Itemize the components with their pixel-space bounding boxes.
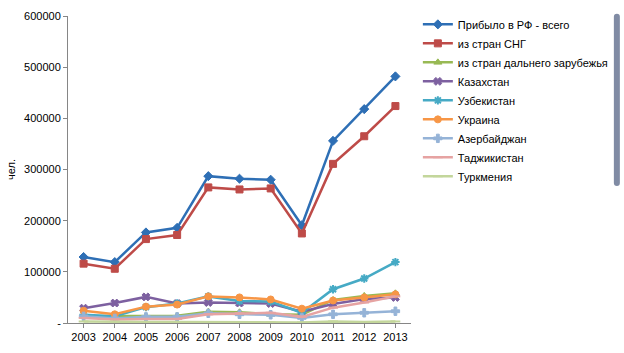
svg-text:600000: 600000	[24, 10, 61, 22]
svg-text:300000: 300000	[24, 163, 61, 175]
svg-text:чел.: чел.	[5, 159, 17, 180]
svg-text:2012: 2012	[352, 331, 376, 343]
svg-text:Украина: Украина	[458, 114, 501, 126]
svg-text:Таджикистан: Таджикистан	[458, 152, 524, 164]
svg-text:400000: 400000	[24, 112, 61, 124]
svg-text:2013: 2013	[383, 331, 407, 343]
svg-text:2006: 2006	[165, 331, 189, 343]
svg-text:Туркмения: Туркмения	[458, 171, 512, 183]
svg-text:2004: 2004	[103, 331, 127, 343]
svg-text:2007: 2007	[196, 331, 220, 343]
svg-text:500000: 500000	[24, 61, 61, 73]
svg-text:2008: 2008	[227, 331, 251, 343]
svg-text:Узбекистан: Узбекистан	[458, 95, 515, 107]
svg-text:Прибыло в РФ - всего: Прибыло в РФ - всего	[458, 19, 570, 31]
svg-text:-: -	[57, 317, 61, 329]
svg-text:из стран дальнего зарубежья: из стран дальнего зарубежья	[458, 57, 608, 69]
svg-text:из стран СНГ: из стран СНГ	[458, 38, 526, 50]
svg-text:2011: 2011	[321, 331, 345, 343]
svg-text:2009: 2009	[258, 331, 282, 343]
svg-text:100000: 100000	[24, 266, 61, 278]
svg-text:2010: 2010	[290, 331, 314, 343]
svg-text:2005: 2005	[134, 331, 158, 343]
svg-text:Казахстан: Казахстан	[458, 76, 510, 88]
svg-text:200000: 200000	[24, 215, 61, 227]
svg-text:Азербайджан: Азербайджан	[458, 133, 527, 145]
svg-text:2003: 2003	[71, 331, 95, 343]
